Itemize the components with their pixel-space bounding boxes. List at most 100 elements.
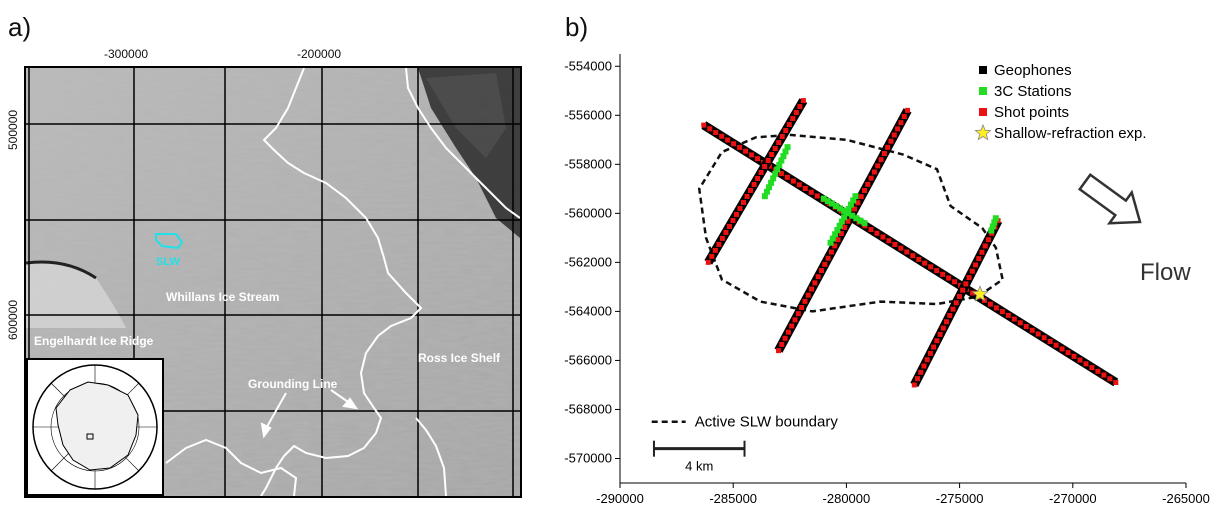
legend-label: Shot points <box>994 104 1069 121</box>
shot-point <box>723 229 729 235</box>
shot-point <box>976 256 982 262</box>
shot-point <box>707 126 713 132</box>
shot-point <box>973 262 979 268</box>
map-y-tick: 500000 <box>6 109 20 150</box>
shot-point <box>737 205 743 211</box>
3c-station <box>782 148 789 155</box>
shot-point <box>1017 320 1023 326</box>
shot-point <box>999 309 1005 315</box>
shot-point <box>730 217 736 223</box>
x-tick-label: -285000 <box>709 491 757 506</box>
shot-point <box>868 175 874 181</box>
shot-point <box>790 178 796 184</box>
3c-station <box>837 205 844 212</box>
shot-point <box>822 261 828 267</box>
shot-point <box>784 174 790 180</box>
shot-point <box>793 110 799 116</box>
shot-point <box>880 234 886 240</box>
grounding-line-label: Grounding Line <box>248 377 338 391</box>
3c-station <box>774 166 781 173</box>
shot-point <box>842 224 848 230</box>
3c-station <box>761 193 768 200</box>
shot-point <box>865 181 871 187</box>
shot-point <box>845 218 851 224</box>
map-x-tick: -300000 <box>104 47 149 61</box>
shot-point <box>716 241 722 247</box>
shot-point <box>1107 376 1113 382</box>
3c-station <box>841 214 848 221</box>
x-tick-label: -265000 <box>1162 491 1210 506</box>
shot-point <box>731 141 737 147</box>
shot-point <box>748 187 754 193</box>
geophone-line <box>701 121 1119 387</box>
shot-point <box>825 255 831 261</box>
shot-point <box>885 144 891 150</box>
shot-point <box>1095 368 1101 374</box>
3c-station <box>829 235 836 242</box>
shot-point <box>779 134 785 140</box>
shot-point <box>765 158 771 164</box>
shot-point <box>901 114 907 120</box>
shot-point <box>744 193 750 199</box>
shot-point <box>1113 379 1119 385</box>
3c-station <box>857 217 864 224</box>
3c-station <box>847 201 854 208</box>
shot-point <box>828 249 834 255</box>
shot-point <box>855 200 861 206</box>
shot-point <box>886 238 892 244</box>
3c-station <box>838 218 845 225</box>
seismic-survey-plot: -290000 -285000 -280000 -275000 -270000 -2650… <box>564 54 1210 506</box>
y-tick-label: -556000 <box>564 107 612 122</box>
shot-point <box>779 341 785 347</box>
shot-point <box>934 338 940 344</box>
3c-station <box>763 188 770 195</box>
shot-point <box>835 237 841 243</box>
shot-point <box>755 156 761 162</box>
shot-point <box>769 152 775 158</box>
shot-point <box>705 259 711 265</box>
shot-point <box>922 260 928 266</box>
y-tick-label: -570000 <box>564 450 612 465</box>
y-tick-label: -558000 <box>564 156 612 171</box>
active-slw-boundary <box>697 133 1005 313</box>
shot-point <box>927 350 933 356</box>
shallow-refraction-star <box>971 285 989 302</box>
shot-point <box>940 271 946 277</box>
antarctica-inset-map <box>26 358 164 496</box>
3c-station <box>780 153 787 160</box>
scale-bar-label: 4 km <box>685 459 713 474</box>
plot-axes: -290000 -285000 -280000 -275000 -270000 -2650… <box>564 54 1210 506</box>
3c-station <box>766 184 773 191</box>
shot-point <box>905 107 911 113</box>
3c-station <box>845 210 852 217</box>
shot-point <box>982 243 988 249</box>
shot-point <box>931 344 937 350</box>
legend-marker <box>979 66 987 74</box>
shot-point <box>878 157 884 163</box>
shot-point <box>1089 365 1095 371</box>
3c-station <box>770 175 777 182</box>
shot-point <box>758 169 764 175</box>
shot-point <box>871 169 877 175</box>
shot-point <box>786 122 792 128</box>
shot-point <box>898 120 904 126</box>
y-tick-label: -554000 <box>564 58 612 73</box>
3c-station <box>852 193 859 200</box>
shot-point <box>934 268 940 274</box>
shot-point <box>789 323 795 329</box>
x-tick-label: -270000 <box>1049 491 1097 506</box>
shot-point <box>944 319 950 325</box>
3c-station <box>861 220 868 227</box>
shot-point <box>805 292 811 298</box>
shot-point <box>802 298 808 304</box>
shot-point <box>783 128 789 134</box>
shot-point <box>966 275 972 281</box>
legend: Geophones 3C Stations Shot points Shallow-r… <box>651 62 1147 474</box>
shot-point <box>814 193 820 199</box>
survey-lines-layer <box>701 98 1119 388</box>
shot-point <box>985 237 991 243</box>
shot-point <box>776 140 782 146</box>
boundary-legend-label: Active SLW boundary <box>695 414 839 431</box>
shot-point <box>1065 350 1071 356</box>
shot-point <box>993 305 999 311</box>
